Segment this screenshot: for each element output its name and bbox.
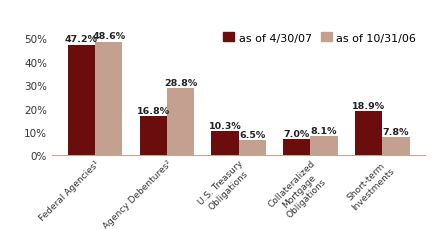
- Bar: [167, 89, 194, 156]
- Bar: [211, 132, 239, 156]
- Text: 47.2%: 47.2%: [65, 35, 98, 44]
- Bar: [283, 139, 310, 156]
- Text: 6.5%: 6.5%: [239, 130, 266, 139]
- Bar: [68, 46, 95, 156]
- Text: 8.1%: 8.1%: [311, 126, 337, 135]
- Text: 48.6%: 48.6%: [92, 32, 125, 41]
- Text: 7.0%: 7.0%: [284, 129, 310, 138]
- Bar: [140, 117, 167, 156]
- Text: 10.3%: 10.3%: [209, 121, 241, 130]
- Bar: [239, 141, 266, 156]
- Legend: as of 4/30/07, as of 10/31/06: as of 4/30/07, as of 10/31/06: [223, 33, 416, 44]
- Text: 18.9%: 18.9%: [352, 101, 385, 110]
- Bar: [95, 42, 122, 156]
- Text: 7.8%: 7.8%: [383, 127, 409, 136]
- Bar: [355, 112, 382, 156]
- Text: 16.8%: 16.8%: [137, 106, 170, 115]
- Bar: [310, 137, 338, 156]
- Bar: [382, 138, 410, 156]
- Text: 28.8%: 28.8%: [164, 78, 197, 87]
